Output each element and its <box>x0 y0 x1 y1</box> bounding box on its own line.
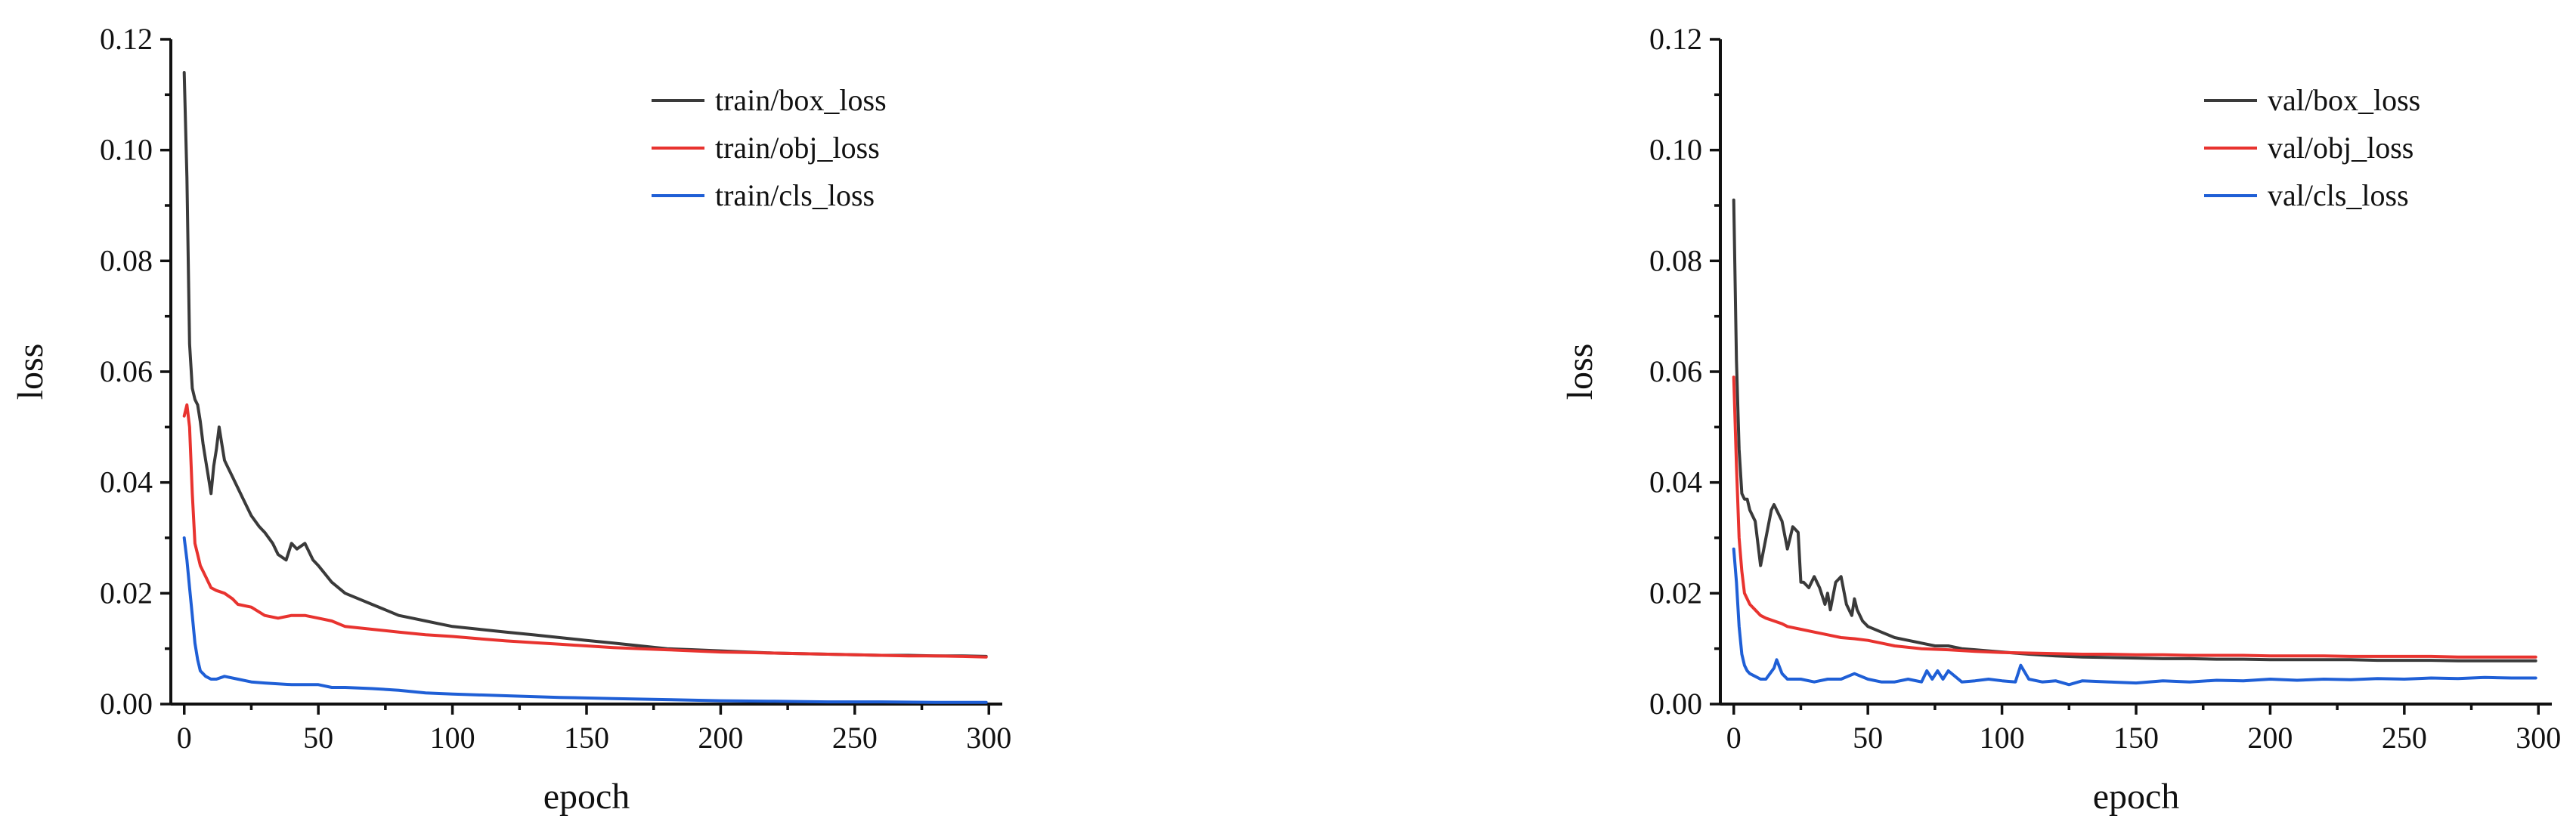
series-line-val-obj-loss <box>1732 375 2537 659</box>
legend-label: val/box_loss <box>2268 83 2420 117</box>
series-line-val-box-loss <box>1732 198 2537 663</box>
y-tick-label: 0.00 <box>1649 687 1702 721</box>
series-line-train-obj-loss <box>182 403 988 659</box>
x-axis-title: epoch <box>543 777 630 817</box>
y-tick-label: 0.10 <box>100 133 153 167</box>
series-line-val-cls-loss <box>1732 547 2537 687</box>
y-axis-title: loss <box>11 344 51 400</box>
y-tick-label: 0.12 <box>100 22 153 56</box>
y-tick-label: 0.10 <box>1649 133 1702 167</box>
legend-label: train/obj_loss <box>715 131 880 165</box>
y-axis-title: loss <box>1560 344 1600 400</box>
x-tick-label: 0 <box>1726 721 1742 755</box>
x-tick-label: 50 <box>303 721 333 755</box>
x-tick-label: 250 <box>2382 721 2427 755</box>
y-tick-label: 0.00 <box>100 687 153 721</box>
x-tick-label: 150 <box>564 721 609 755</box>
series-line-train-cls-loss <box>182 536 988 704</box>
x-axis-title: epoch <box>2093 777 2180 817</box>
y-tick-label: 0.04 <box>1649 465 1702 499</box>
x-tick-label: 50 <box>1853 721 1883 755</box>
y-tick-label: 0.08 <box>1649 243 1702 277</box>
legend-label: train/cls_loss <box>715 178 875 212</box>
y-tick-label: 0.04 <box>100 465 153 499</box>
x-tick-label: 200 <box>698 721 743 755</box>
y-tick-label: 0.06 <box>1649 354 1702 388</box>
y-tick-label: 0.02 <box>1649 576 1702 610</box>
chart-2: 0 50 100 150 200 250 300 0.00 0.02 0.04 0.06 0.08 0.… <box>1560 22 2561 817</box>
legend-label: val/cls_loss <box>2268 178 2409 212</box>
x-tick-label: 100 <box>1980 721 2025 755</box>
x-tick-label: 300 <box>2516 721 2561 755</box>
legend: train/box_loss train/obj_loss train/cls_lo… <box>652 83 887 212</box>
y-tick-label: 0.12 <box>1649 22 1702 56</box>
legend-label: val/obj_loss <box>2268 131 2413 165</box>
x-tick-label: 150 <box>2113 721 2159 755</box>
y-tick-label: 0.08 <box>100 243 153 277</box>
x-tick-label: 250 <box>832 721 878 755</box>
y-tick-label: 0.06 <box>100 354 153 388</box>
x-tick-label: 200 <box>2247 721 2293 755</box>
legend: val/box_loss val/obj_loss val/cls_loss <box>2204 83 2420 212</box>
chart-1: 0 50 100 150 200 250 300 0.00 0.02 0.04 0.06 0.08 0.… <box>11 22 1011 817</box>
x-tick-label: 300 <box>966 721 1011 755</box>
x-tick-label: 100 <box>430 721 475 755</box>
legend-label: train/box_loss <box>715 83 887 117</box>
y-tick-label: 0.02 <box>100 576 153 610</box>
x-tick-label: 0 <box>177 721 192 755</box>
